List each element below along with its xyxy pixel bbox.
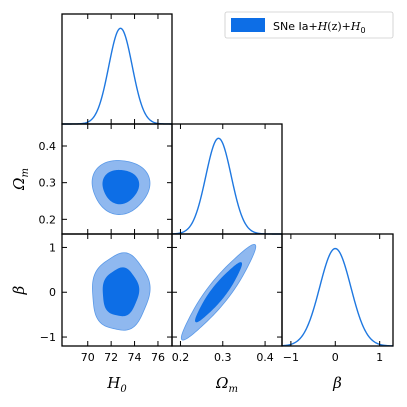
tick-layer (62, 14, 381, 346)
legend-swatch (231, 18, 265, 32)
ytick-label-Omega_m: 0.3 (39, 177, 57, 190)
xtick-label-Omega_m: 0.4 (256, 351, 274, 364)
ytick-label-beta: −1 (40, 331, 56, 344)
xtick-label-H0: 76 (151, 351, 165, 364)
ytick-label-Omega_m: 0.2 (39, 213, 57, 226)
xtick-label-beta: 1 (376, 351, 383, 364)
marginal-Omega_m (171, 137, 282, 235)
xtick-label-Omega_m: 0.2 (172, 351, 190, 364)
contour-68-H0-Omega_m (102, 169, 140, 205)
xtick-label-H0: 74 (128, 351, 142, 364)
contour-68-Omega_m-beta (195, 262, 243, 323)
legend-label: SNe Ia+H(z)+H0 (273, 20, 366, 35)
label-layer: 0.2 0.3 0.4 −1 0 1 70 72 74 76 0.2 0.3 0.4 −1 0 1 H0 Ωm β Ω… (10, 140, 383, 395)
xlabel-Omega_m: Ωm (215, 374, 238, 395)
ylabel-beta: β (10, 285, 28, 295)
xtick-label-H0: 70 (81, 351, 95, 364)
frame-layer (61, 13, 394, 347)
marginal-beta (281, 247, 394, 347)
contour-layer (91, 160, 257, 341)
ylabel-Omega_m: Ωm (10, 168, 31, 191)
ytick-label-beta: 0 (49, 286, 56, 299)
xtick-label-beta: 0 (332, 351, 339, 364)
panel-frame-0-0 (61, 13, 173, 125)
xlabel-beta: β (332, 374, 342, 392)
ytick-label-Omega_m: 0.4 (39, 140, 57, 153)
xtick-label-H0: 72 (104, 351, 118, 364)
xlabel-H0: H0 (106, 374, 127, 395)
marginal-H0 (62, 27, 172, 125)
xtick-label-beta: −1 (283, 351, 299, 364)
legend: SNe Ia+H(z)+H0 (224, 11, 394, 39)
xtick-label-Omega_m: 0.3 (214, 351, 232, 364)
contour-68-H0-beta (102, 267, 140, 317)
panel-frame-1-1 (171, 123, 283, 235)
panel-frame-2-2 (281, 233, 394, 347)
legend-box (224, 11, 394, 39)
ytick-label-beta: 1 (49, 241, 56, 254)
